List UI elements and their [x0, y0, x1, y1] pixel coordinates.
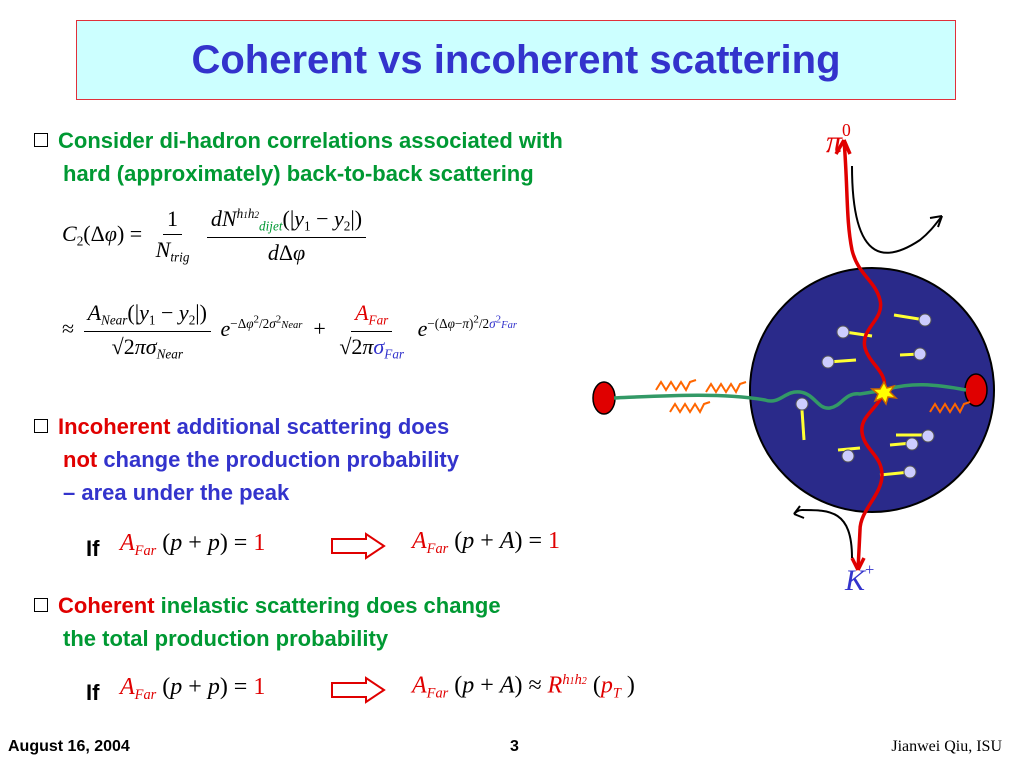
nucleus-disc	[749, 267, 995, 513]
bullet3-rest1: inelastic scattering does change	[154, 593, 501, 618]
bullet2-line3: – area under the peak	[63, 480, 290, 505]
photon-waves	[655, 379, 971, 415]
jet-line	[842, 139, 887, 571]
not-word: not	[63, 447, 98, 472]
page-number: 3	[510, 738, 519, 755]
footer-date: August 16, 2004	[8, 738, 130, 755]
bullet2-rest1: additional scattering does	[170, 414, 450, 439]
if-label-2: If	[86, 680, 100, 705]
checkbox-bullet-icon	[34, 419, 48, 433]
equation-approx: ≈ ANear(|y1 − y2|) √2πσNear e−Δφ2/2σ2Near…	[62, 300, 517, 362]
equation-pa-2: AFar (p + A) ≈ Rh1h2 (pT )	[412, 672, 635, 702]
if-label-1: If	[86, 536, 100, 561]
equation-pp-1: AFar (p + p) = 1	[120, 530, 266, 560]
implies-arrow-icon	[331, 676, 386, 704]
incoherent-word: Incoherent	[58, 414, 171, 439]
equation-pp-2: AFar (p + p) = 1	[120, 674, 266, 704]
interaction-star-icon	[869, 380, 899, 406]
coherent-word: Coherent	[58, 593, 155, 618]
implies-arrow-icon	[331, 532, 386, 560]
bullet-coherent: Coherent inelastic scattering does chang…	[34, 589, 501, 655]
projectile-right	[964, 373, 988, 407]
bullet1-line2: hard (approximately) back-to-back scatte…	[63, 161, 534, 186]
scattering-diagram	[592, 139, 995, 571]
pi0-label: π0	[826, 120, 851, 159]
footer-author: Jianwei Qiu, ISU	[891, 738, 1002, 755]
kplus-label: K+	[845, 560, 875, 597]
title-box: Coherent vs incoherent scattering	[76, 20, 956, 100]
bullet1-line1: Consider di-hadron correlations associat…	[58, 128, 563, 153]
checkbox-bullet-icon	[34, 133, 48, 147]
checkbox-bullet-icon	[34, 598, 48, 612]
bullet3-line2: the total production probability	[63, 626, 389, 651]
gluon-line	[613, 383, 967, 410]
bullet-incoherent: Incoherent additional scattering does no…	[34, 410, 459, 509]
track-top	[851, 165, 943, 254]
jet-arrow-bottom-icon	[850, 557, 866, 571]
bullet-dihadron: Consider di-hadron correlations associat…	[34, 124, 563, 190]
jet-arrow-top-icon	[834, 139, 852, 155]
projectile-left	[592, 381, 616, 415]
slide-title: Coherent vs incoherent scattering	[191, 37, 841, 82]
equation-pa-1: AFar (p + A) = 1	[412, 528, 561, 558]
bullet2-rest2: change the production probability	[97, 447, 459, 472]
equation-c2: C2(Δφ) = 1 Ntrig dNh1h2dijet(|y1 − y2|) dΔ…	[62, 206, 370, 266]
